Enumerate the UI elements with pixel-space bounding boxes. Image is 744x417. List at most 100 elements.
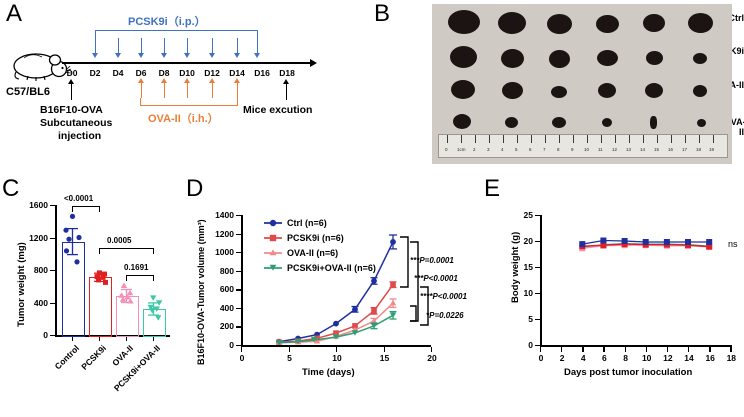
panelc-y-ticklabel: 800 [33, 265, 48, 275]
pcsk9i-arrowhead-d14 [234, 53, 240, 58]
ruler-number: 8 [557, 147, 560, 152]
panelc-y-tick [50, 335, 55, 337]
timeline-axis [62, 62, 312, 64]
pcsk9i-arrow-d12 [211, 38, 214, 54]
ruler-number: 18 [696, 147, 702, 152]
panelc-y-tick [50, 270, 55, 272]
paneld-y-ticklabel: 1200 [215, 228, 234, 239]
paneld-y-tick [236, 233, 241, 235]
ruler-tick [615, 135, 616, 143]
paneld-y-tick [236, 215, 241, 217]
panel-a-experiment-timeline: A C57/BL6 D0 D2 D4 D6 D8 D10 D12 D14 D16… [0, 0, 372, 175]
tumor-specimen [502, 82, 523, 99]
ova-arrowhead-d12 [209, 78, 215, 83]
ova-arrow-d12 [211, 83, 214, 98]
panele-x-ticklabel: 18 [726, 353, 737, 363]
panel-e-label: E [484, 175, 501, 202]
execution-arrow [285, 84, 288, 100]
tumor-specimen [693, 85, 707, 97]
paneld-x-tick [336, 346, 338, 352]
paneld-sigtext-2: ***P<0.0001 [414, 274, 458, 283]
tumor-specimen [597, 50, 618, 66]
day-label-d18: D18 [279, 68, 295, 78]
tumor-specimen [448, 10, 480, 34]
ruler-tick [461, 135, 462, 143]
panelc-y-tick [50, 302, 55, 304]
ruler-tick [685, 135, 686, 143]
panele-x-tick [666, 346, 669, 352]
tumor-specimen [450, 46, 477, 68]
panel-c-tumor-weight-chart: C Tumor weight (mg) 0 400 800 1200 1600 [0, 175, 186, 412]
ruler-tick [643, 135, 644, 143]
ruler-number: 5 [515, 147, 518, 152]
panele-ns-label: ns [728, 239, 738, 249]
tumor-specimen [697, 119, 706, 127]
paneld-y-tick [236, 270, 241, 273]
panele-y-tick [535, 215, 540, 217]
paneld-y-tick [236, 307, 241, 310]
panele-series-layer [579, 237, 713, 252]
ruler-number: 0 [445, 147, 448, 152]
panel-d-tumor-growth-chart: D B16F10-OVA-Tumor volume (mm³) 0 200 40… [186, 175, 482, 412]
execution-label: Mice excution [243, 104, 313, 116]
panele-x-ticklabel: 10 [641, 353, 652, 363]
day-label-d4: D4 [112, 68, 124, 78]
panele-x-tick [561, 346, 563, 352]
ruler-tick [475, 135, 476, 143]
panele-x-tick [730, 346, 732, 352]
ruler-tick [601, 135, 602, 143]
ova-arrowhead-d14 [234, 78, 240, 83]
paneld-x-ticklabel: 0 [239, 353, 245, 363]
tumor-specimen [549, 50, 570, 68]
panele-y-ticklabel: 15 [523, 262, 533, 272]
inoculation-label-line2: Subcutaneous [40, 117, 113, 129]
pcsk9i-arrowhead-d4 [115, 53, 121, 58]
panelc-x-tick [72, 336, 74, 341]
inoculation-label-line3: injection [58, 130, 102, 142]
paneld-y-ticklabel: 1000 [215, 247, 234, 258]
ruler-tick [545, 135, 546, 143]
ruler-tick [699, 135, 700, 143]
panele-x-tick [603, 346, 605, 352]
ruler-tick [517, 135, 518, 143]
pcsk9i-treatment-label: PCSK9i（i.p.） [128, 16, 206, 28]
tumor-specimen [498, 12, 526, 34]
pcsk9i-bracket [95, 30, 258, 38]
panele-x-ticklabel: 14 [684, 353, 694, 363]
panele-y-tick [535, 293, 540, 295]
panelb-row-label-ctrl: Ctrl [728, 13, 744, 23]
panele-x-ticklabel: 0 [538, 353, 544, 363]
panelc-y-ticklabel: 1200 [29, 232, 48, 243]
panelc-y-axis [55, 205, 57, 335]
panel-b-label: B [374, 0, 391, 27]
ruler-tick [587, 135, 588, 143]
paneld-y-ticklabel: 200 [219, 321, 234, 332]
ruler-tick [503, 135, 504, 143]
tumor-specimen [688, 13, 713, 33]
pcsk9i-arrowhead-d12 [209, 53, 215, 58]
panele-x-tick [540, 346, 542, 352]
panele-x-ticklabel: 12 [663, 353, 673, 363]
ruler-number: 13 [626, 147, 632, 152]
panele-y-tick [535, 319, 540, 321]
paneld-x-ticklabel: 10 [332, 353, 342, 363]
ruler-number: 14 [640, 147, 646, 152]
panel-d-label: D [186, 175, 204, 202]
paneld-y-tick [236, 326, 241, 328]
pcsk9i-arrowhead-d2 [92, 53, 98, 58]
panelc-y-ticklabel: 0 [43, 330, 48, 340]
panele-x-tick [624, 346, 626, 352]
panelc-datapoints-layer [63, 213, 163, 321]
ruler-number: 9 [571, 147, 574, 152]
tumor-specimen [645, 83, 663, 98]
tumor-specimen [453, 114, 471, 129]
panele-x-tick [582, 346, 584, 352]
panelc-y-tick [50, 237, 55, 239]
ruler-number: 11 [598, 147, 603, 152]
ruler-tick [713, 135, 714, 143]
ruler-tick [489, 135, 490, 143]
day-label-d14: D14 [229, 68, 245, 78]
ova-arrow-d10 [186, 83, 189, 98]
tumor-specimen [646, 51, 663, 65]
panelc-x-tick [99, 336, 101, 341]
